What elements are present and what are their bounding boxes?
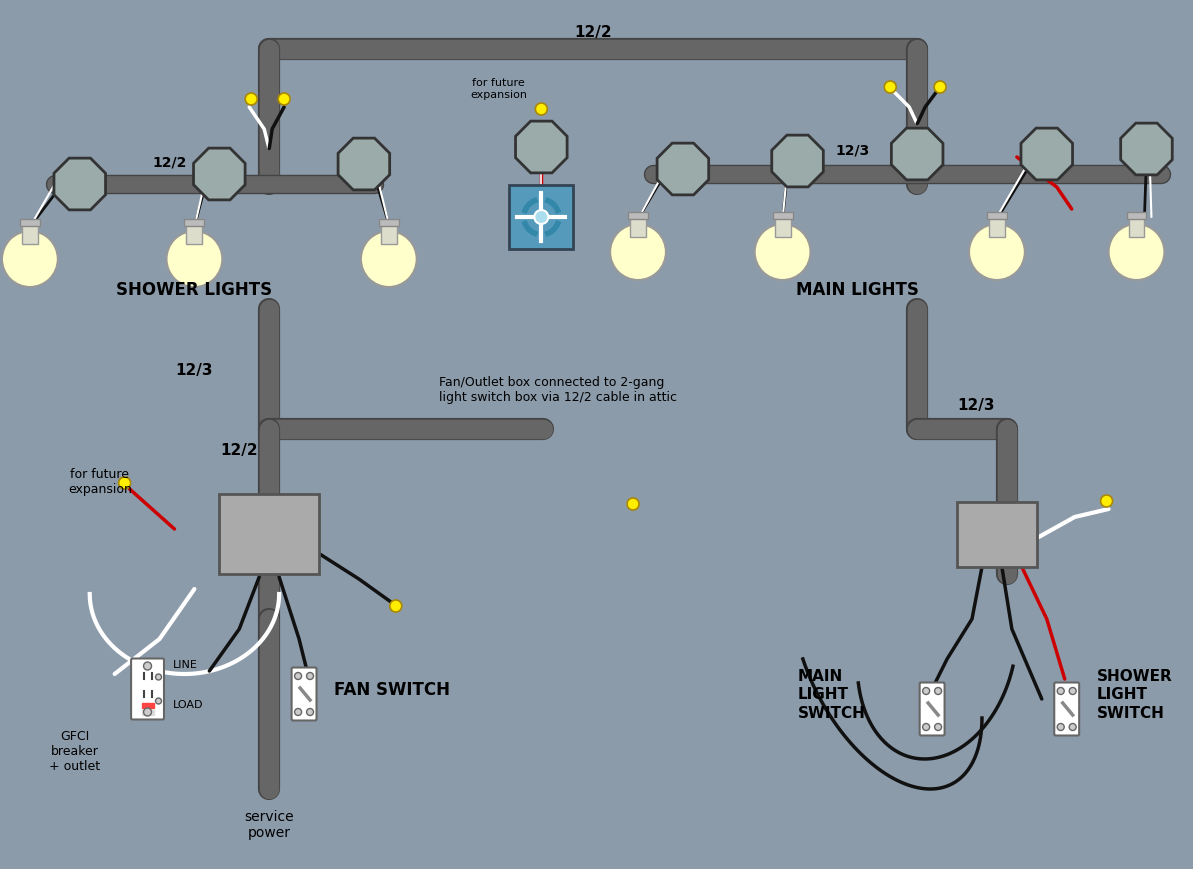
Text: 12/3: 12/3 [957,397,995,413]
Circle shape [922,687,929,694]
FancyBboxPatch shape [131,659,163,720]
Polygon shape [1120,124,1173,176]
Polygon shape [891,129,942,181]
FancyBboxPatch shape [291,667,316,720]
Text: LOAD: LOAD [173,700,203,709]
Circle shape [610,225,666,281]
Circle shape [155,698,161,704]
Bar [142,703,154,708]
Text: SHOWER LIGHTS: SHOWER LIGHTS [117,281,272,299]
Circle shape [295,673,302,680]
Text: GFCI
breaker
+ outlet: GFCI breaker + outlet [49,729,100,773]
Circle shape [1057,724,1064,731]
Bar [957,502,1037,567]
Text: 12/3: 12/3 [835,144,870,158]
Bar [220,494,319,574]
Circle shape [534,211,549,225]
Circle shape [1101,495,1113,507]
Text: 12/2: 12/2 [221,442,258,457]
Text: FAN SWITCH: FAN SWITCH [334,680,450,698]
Text: LINE: LINE [173,660,197,669]
Text: service
power: service power [245,809,293,839]
Bar [379,220,398,227]
Circle shape [628,499,639,510]
Circle shape [2,232,57,288]
Circle shape [143,662,152,670]
FancyBboxPatch shape [920,683,945,736]
Text: 12/2: 12/2 [574,25,612,40]
Bar [20,220,39,227]
Circle shape [246,94,258,106]
Bar [773,213,792,220]
Bar [774,218,791,238]
Circle shape [922,724,929,731]
Circle shape [167,232,222,288]
Polygon shape [1021,129,1073,181]
Circle shape [934,82,946,94]
Circle shape [307,673,314,680]
Text: 12/2: 12/2 [153,156,186,169]
Bar [21,225,38,245]
Bar [628,213,648,220]
Circle shape [884,82,896,94]
Polygon shape [515,122,567,174]
Circle shape [1108,225,1164,281]
Bar [989,218,1005,238]
Polygon shape [54,159,105,210]
Circle shape [969,225,1025,281]
Polygon shape [338,139,390,190]
Text: MAIN LIGHTS: MAIN LIGHTS [796,281,919,299]
Bar [186,225,203,245]
Circle shape [755,225,810,281]
Bar [185,220,204,227]
Circle shape [1069,687,1076,694]
Bar [987,213,1007,220]
Circle shape [361,232,416,288]
Circle shape [295,709,302,716]
Bar [630,218,645,238]
Text: for future
expansion: for future expansion [68,468,131,495]
Polygon shape [193,149,245,201]
Circle shape [1057,687,1064,694]
Bar [1126,213,1146,220]
Text: 12/3: 12/3 [175,362,214,377]
Polygon shape [772,136,823,188]
Polygon shape [657,144,709,196]
Text: SHOWER
LIGHT
SWITCH: SHOWER LIGHT SWITCH [1096,668,1173,720]
Circle shape [934,687,941,694]
Circle shape [118,477,130,489]
Circle shape [278,94,290,106]
Circle shape [934,724,941,731]
Circle shape [1069,724,1076,731]
FancyBboxPatch shape [1055,683,1080,736]
Text: MAIN
LIGHT
SWITCH: MAIN LIGHT SWITCH [798,668,865,720]
Circle shape [536,104,548,116]
Bar [1129,218,1144,238]
Bar [142,710,154,715]
Bar [509,186,573,249]
Circle shape [307,709,314,716]
Text: Fan/Outlet box connected to 2-gang
light switch box via 12/2 cable in attic: Fan/Outlet box connected to 2-gang light… [439,375,676,403]
Circle shape [390,600,402,613]
Circle shape [155,674,161,680]
Circle shape [143,708,152,716]
Bar [381,225,397,245]
Text: for future
expansion: for future expansion [470,78,527,100]
